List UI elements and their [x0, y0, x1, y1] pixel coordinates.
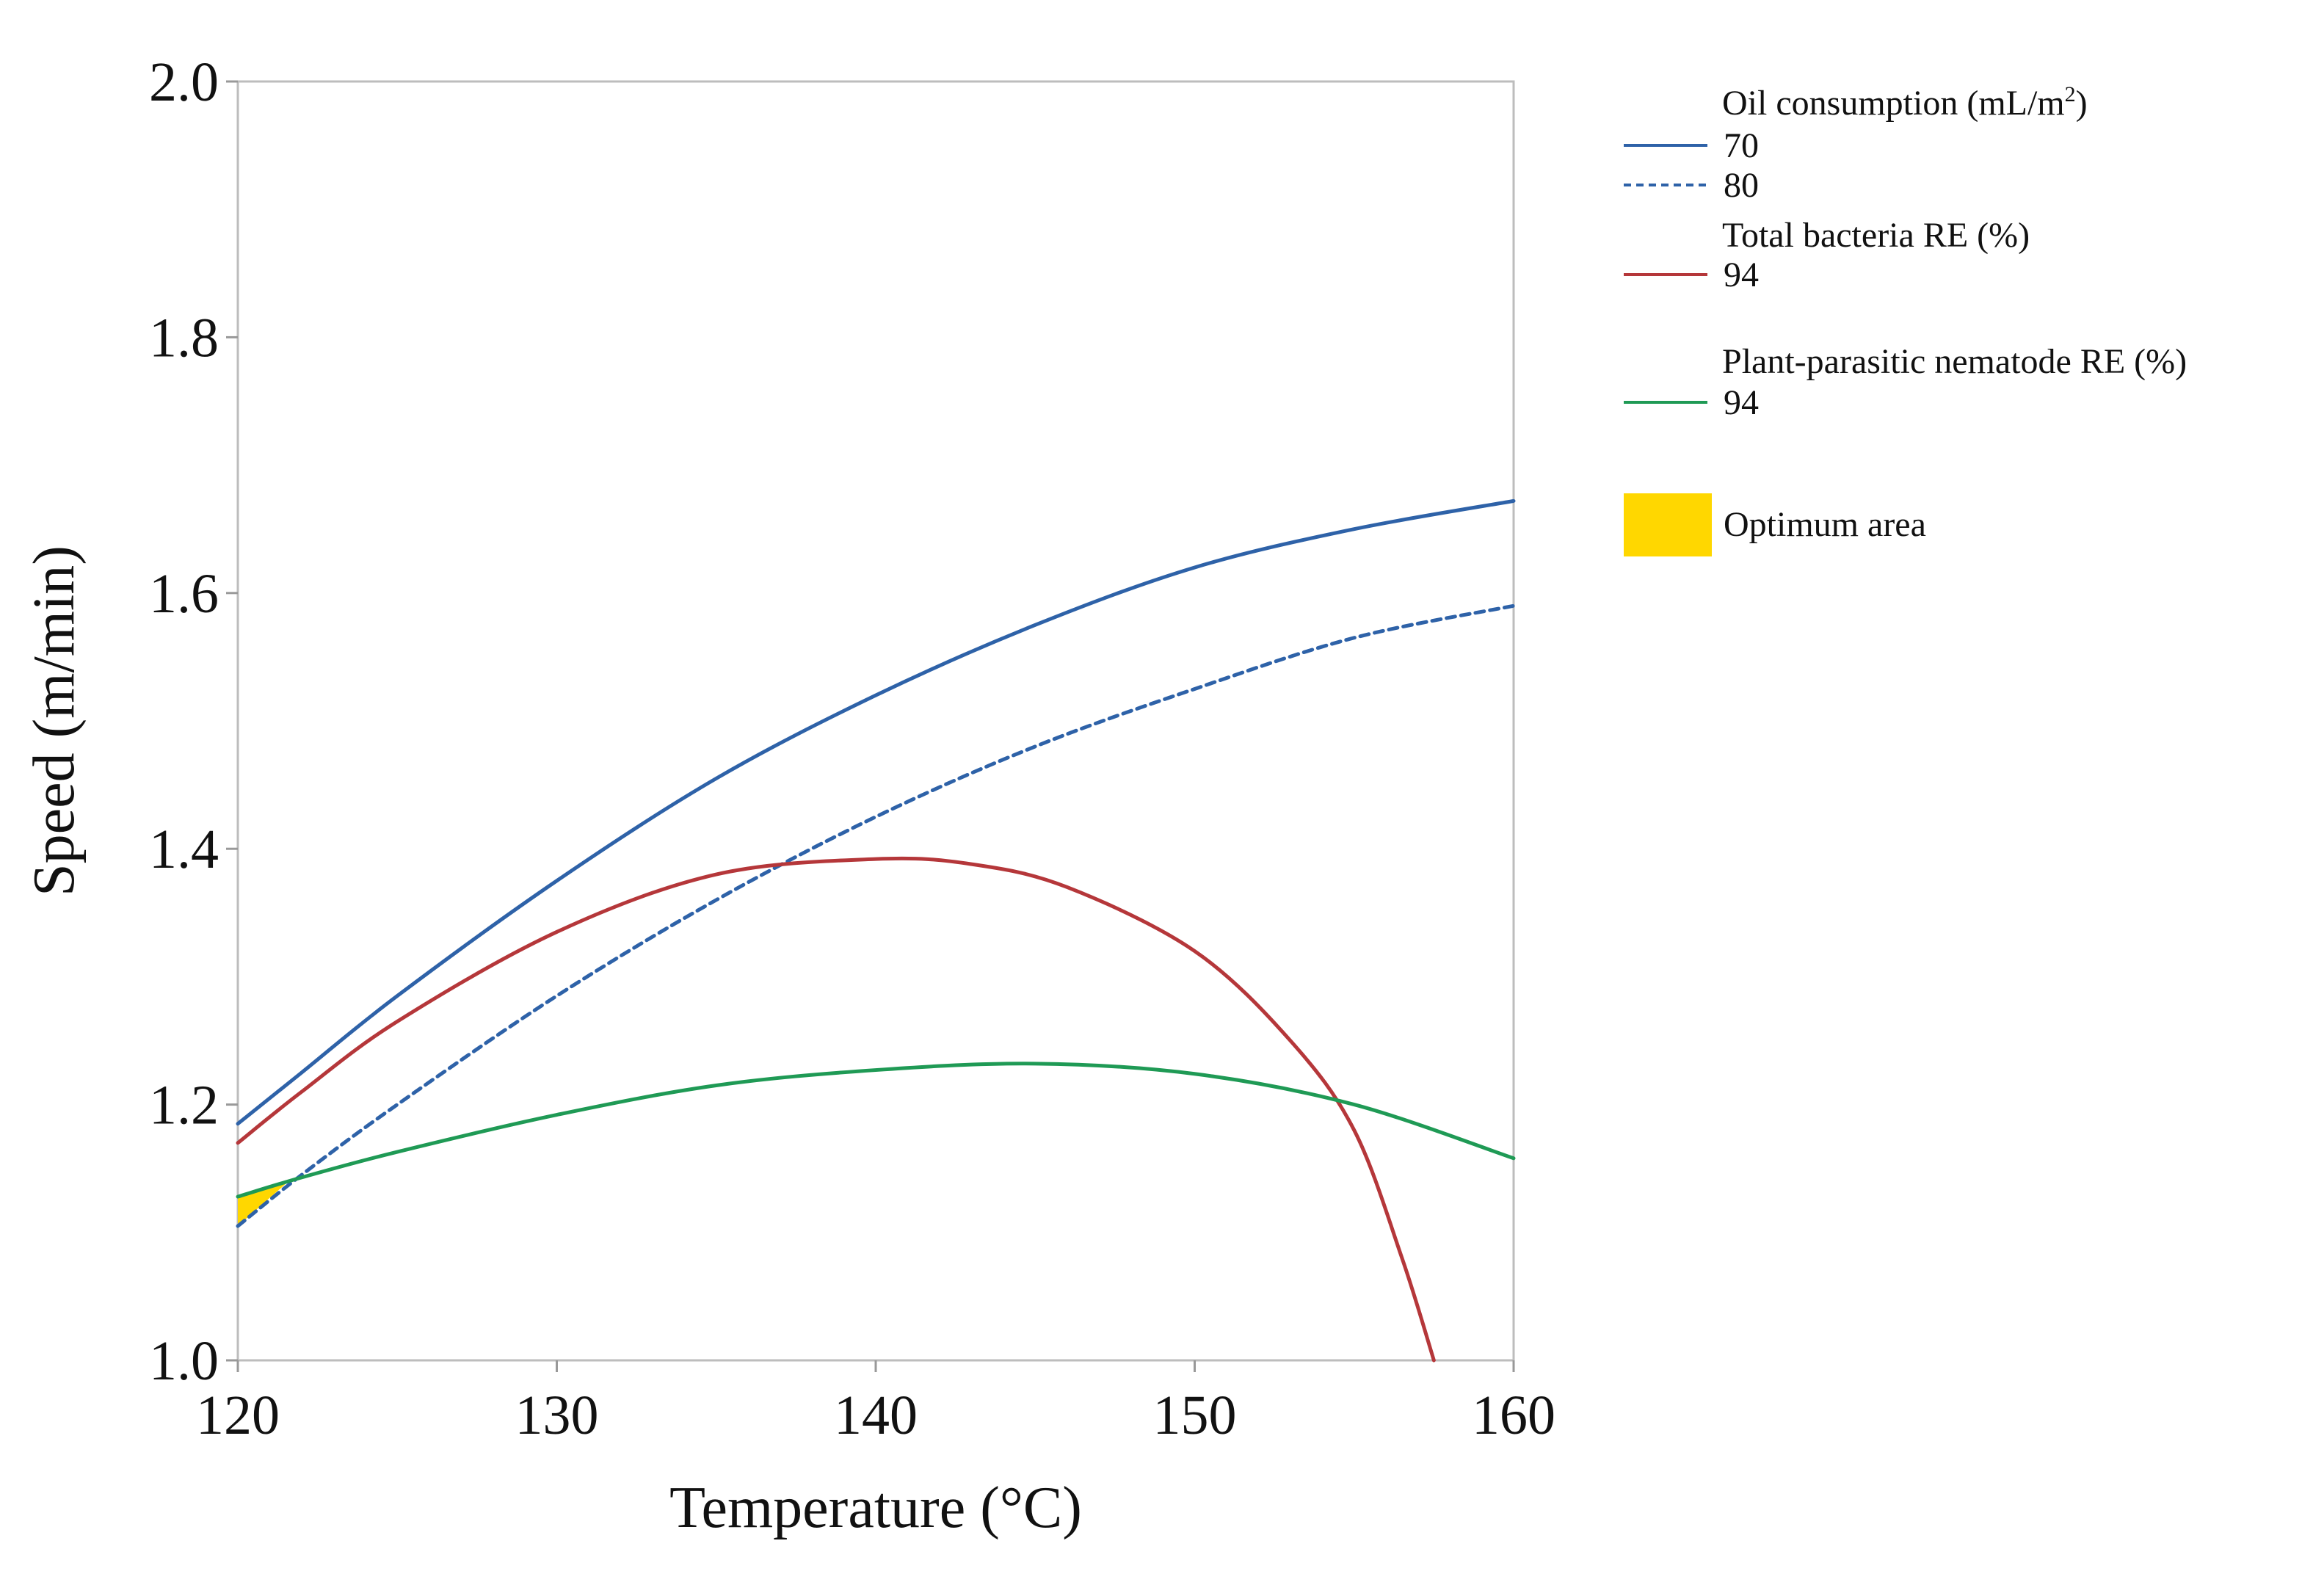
legend-label-oil-70: 70 [1724, 126, 1759, 165]
y-tick-label: 1.6 [149, 563, 219, 625]
plot-frame [236, 80, 1515, 1362]
legend-label-optimum-area: Optimum area [1724, 505, 1926, 544]
legend: Oil consumption (mL/m2) 70 80 Total bact… [1624, 82, 2187, 556]
y-tick-label: 2.0 [149, 51, 219, 113]
legend-title-nematode: Plant-parasitic nematode RE (%) [1722, 342, 2187, 381]
legend-label-oil-80: 80 [1724, 166, 1759, 205]
series-line-oil-consumption-80 [236, 603, 1516, 1228]
legend-title-total-bacteria: Total bacteria RE (%) [1722, 216, 2030, 255]
x-tick-label: 160 [1472, 1385, 1555, 1446]
legend-title-oil-consumption: Oil consumption (mL/m2) [1722, 82, 2088, 123]
plot-area [236, 80, 1515, 1362]
legend-label-nematode-94: 94 [1724, 383, 1759, 422]
series-line-total-bacteria-re-94 [236, 856, 1436, 1363]
y-tick-label: 1.0 [149, 1330, 219, 1392]
y-tick-label: 1.8 [149, 307, 219, 369]
x-tick-label: 150 [1153, 1385, 1237, 1446]
x-tick-label: 130 [515, 1385, 599, 1446]
y-tick-label: 1.4 [149, 819, 219, 880]
y-tick-label: 1.2 [149, 1075, 219, 1136]
legend-label-bacteria-94: 94 [1724, 255, 1759, 294]
series-line-plant-parasitic-nematode-re-94 [236, 1062, 1516, 1199]
x-axis-title: Temperature (°C) [669, 1476, 1082, 1540]
legend-swatch-optimum-area [1624, 493, 1712, 556]
x-tick-label: 140 [834, 1385, 918, 1446]
x-tick-label: 120 [196, 1385, 280, 1446]
y-axis-title: Speed (m/min) [22, 545, 87, 896]
axes-layer: 1.0 1.2 1.4 1.6 1.8 2.0 120 130 140 150 160 [149, 51, 1555, 1446]
series-layer [236, 498, 1516, 1363]
series-line-oil-consumption-70 [236, 498, 1516, 1126]
